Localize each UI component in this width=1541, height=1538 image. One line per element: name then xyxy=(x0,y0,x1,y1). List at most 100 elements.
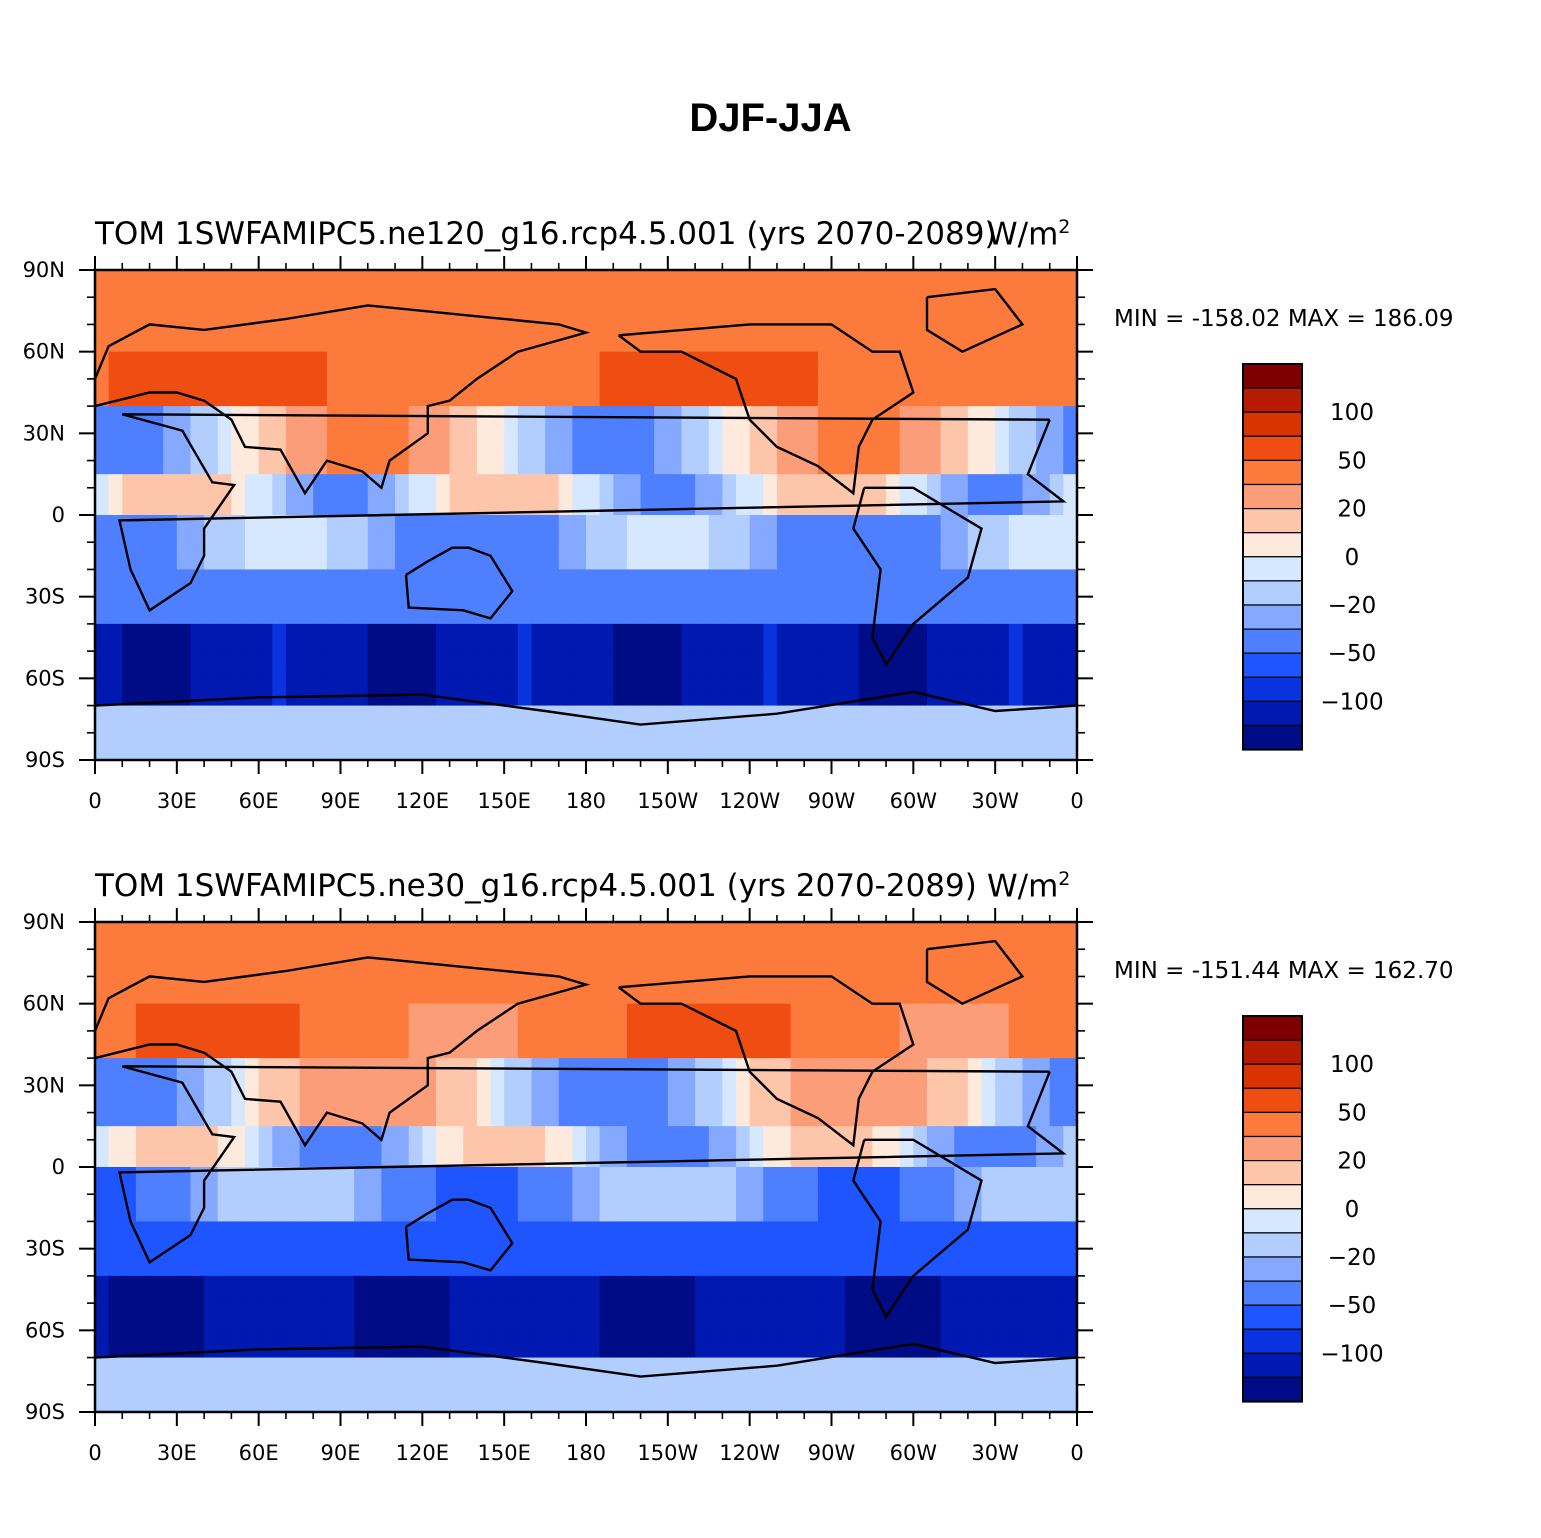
contour-cell xyxy=(326,1003,342,1018)
contour-cell xyxy=(722,678,737,693)
contour-cell xyxy=(95,1194,110,1209)
contour-cell xyxy=(272,270,287,285)
contour-cell xyxy=(517,1126,533,1141)
contour-cell xyxy=(422,623,437,639)
contour-cell xyxy=(558,1303,573,1318)
contour-cell xyxy=(736,1207,751,1223)
contour-cell xyxy=(1008,392,1024,407)
contour-cell xyxy=(463,1180,478,1195)
contour-cell xyxy=(913,678,928,693)
contour-cell xyxy=(558,1262,573,1277)
contour-cell xyxy=(231,623,246,639)
contour-cell xyxy=(599,1153,614,1168)
contour-cell xyxy=(954,1330,969,1345)
contour-cell xyxy=(1022,1044,1037,1059)
contour-cell xyxy=(190,596,205,611)
contour-cell xyxy=(517,1248,533,1263)
contour-cell xyxy=(599,1194,614,1209)
contour-cell xyxy=(135,515,151,530)
contour-cell xyxy=(1049,1030,1064,1046)
contour-cell xyxy=(736,446,751,462)
contour-cell xyxy=(708,732,723,747)
contour-cell xyxy=(354,691,369,707)
contour-cell xyxy=(435,719,451,734)
contour-cell xyxy=(545,1153,560,1168)
contour-cell xyxy=(272,487,287,502)
contour-cell xyxy=(258,419,273,434)
contour-cell xyxy=(1036,474,1051,489)
contour-cell xyxy=(163,474,178,489)
contour-cell xyxy=(776,637,792,652)
contour-cell xyxy=(681,1112,696,1127)
contour-cell xyxy=(326,365,342,380)
contour-cell xyxy=(1008,1303,1024,1318)
contour-cell xyxy=(667,392,683,407)
contour-cell xyxy=(395,705,410,720)
contour-cell xyxy=(449,406,464,421)
contour-cell xyxy=(981,392,996,407)
contour-cell xyxy=(340,270,355,285)
contour-cell xyxy=(299,922,314,937)
contour-cell xyxy=(886,487,901,502)
contour-cell xyxy=(176,623,192,639)
contour-cell xyxy=(1008,1030,1024,1046)
contour-cell xyxy=(313,283,328,298)
contour-cell xyxy=(504,365,519,380)
contour-cell xyxy=(217,746,232,761)
contour-cell xyxy=(176,949,192,964)
colorbar-label: 0 xyxy=(1345,545,1360,571)
contour-cell xyxy=(613,1289,628,1304)
contour-cell xyxy=(586,719,601,734)
contour-cell xyxy=(763,1017,778,1032)
contour-cell xyxy=(667,1112,683,1127)
contour-cell xyxy=(695,1303,710,1318)
contour-cell xyxy=(845,365,860,380)
contour-cell xyxy=(135,637,151,652)
contour-cell xyxy=(886,501,901,516)
contour-cell xyxy=(135,1098,151,1114)
contour-cell xyxy=(667,1194,683,1209)
contour-cell xyxy=(613,651,628,666)
contour-cell xyxy=(640,664,655,679)
contour-cell xyxy=(790,935,805,950)
contour-cell xyxy=(408,419,423,434)
contour-cell xyxy=(190,610,205,625)
contour-cell xyxy=(449,283,464,298)
contour-cell xyxy=(422,583,437,598)
contour-cell xyxy=(940,705,955,720)
contour-cell xyxy=(804,351,819,366)
contour-cell xyxy=(804,1316,819,1331)
contour-cell xyxy=(245,962,260,978)
contour-cell xyxy=(545,678,560,693)
contour-cell xyxy=(736,419,751,434)
contour-cell xyxy=(299,1316,314,1331)
contour-cell xyxy=(354,392,369,407)
contour-cell xyxy=(517,528,533,543)
contour-cell xyxy=(940,1167,955,1182)
contour-cell xyxy=(476,1316,492,1331)
contour-cell xyxy=(681,935,696,950)
contour-cell xyxy=(749,935,764,950)
contour-cell xyxy=(531,1235,546,1250)
contour-cell xyxy=(599,351,614,366)
contour-cell xyxy=(408,460,423,475)
contour-cell xyxy=(545,691,560,707)
contour-cell xyxy=(217,922,232,937)
contour-cell xyxy=(517,1030,533,1046)
contour-cell xyxy=(504,338,519,353)
contour-cell xyxy=(804,324,819,339)
contour-cell xyxy=(926,962,942,978)
contour-cell xyxy=(231,1194,246,1209)
contour-cell xyxy=(354,705,369,720)
contour-cell xyxy=(940,962,955,978)
contour-cell xyxy=(367,515,383,530)
contour-cell xyxy=(108,1126,123,1141)
y-tick-label: 0 xyxy=(52,503,65,527)
contour-cell xyxy=(285,1167,301,1182)
contour-cell xyxy=(449,1248,464,1263)
contour-cell xyxy=(272,691,287,707)
contour-cell xyxy=(831,664,846,679)
contour-cell xyxy=(776,446,792,462)
contour-cell xyxy=(326,935,342,950)
contour-cell xyxy=(1022,719,1037,734)
